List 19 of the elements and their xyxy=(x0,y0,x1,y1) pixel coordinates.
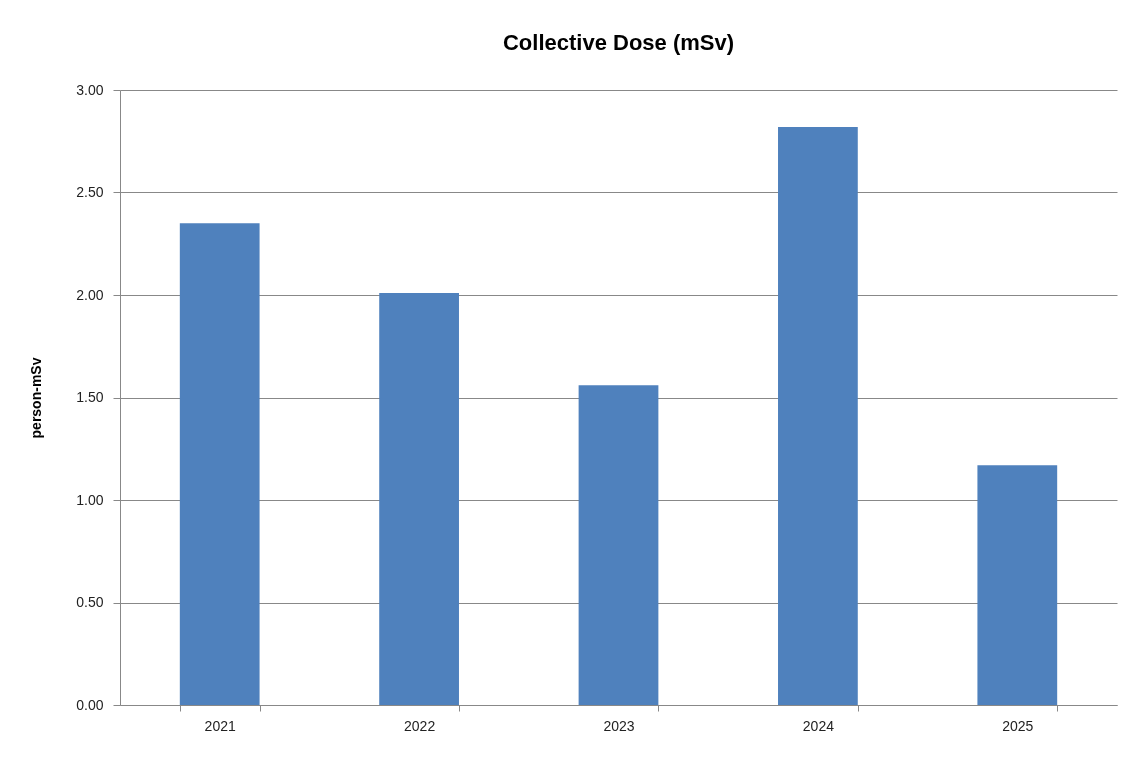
bar xyxy=(379,292,459,705)
y-tick-label: 0.50 xyxy=(76,594,104,610)
x-tick-label: 2024 xyxy=(802,717,835,734)
bar xyxy=(778,126,858,705)
y-tick-label: 0.00 xyxy=(76,696,104,713)
bar xyxy=(179,223,260,705)
y-tick-label: 1.50 xyxy=(76,389,104,405)
chart-title: Collective Dose (mSv) xyxy=(502,30,735,55)
bar xyxy=(977,465,1058,705)
x-tick-label: 2023 xyxy=(603,717,635,734)
x-tick-label: 2021 xyxy=(204,717,236,734)
bar xyxy=(578,385,659,705)
y-tick-label: 2.50 xyxy=(76,184,104,200)
y-tick-label: 2.00 xyxy=(76,286,104,303)
x-tick-label: 2025 xyxy=(1002,717,1034,734)
x-tick-label: 2022 xyxy=(404,717,436,734)
y-axis-title: person-mSv xyxy=(28,357,45,439)
y-tick-label: 1.00 xyxy=(76,491,104,508)
y-tick-label: 3.00 xyxy=(76,81,104,98)
